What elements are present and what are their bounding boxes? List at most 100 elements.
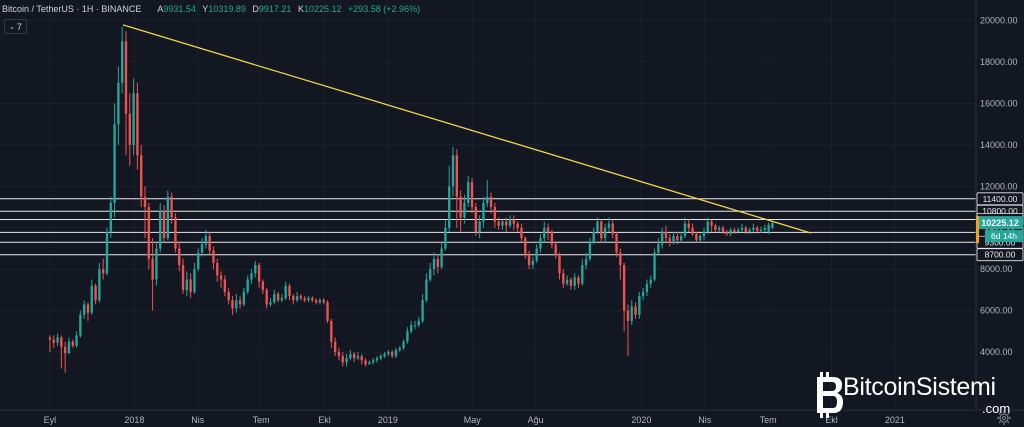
candle-body [725, 231, 728, 234]
candle-body [208, 236, 211, 251]
candle-body [219, 275, 223, 280]
candle-body [706, 221, 709, 232]
close-label: K [297, 4, 304, 14]
candle-body [147, 207, 150, 259]
candle-body [474, 207, 478, 232]
candle-body [261, 281, 265, 290]
time-tick-label: 2021 [885, 415, 905, 425]
price-tick-label: 6000.00 [980, 306, 1013, 316]
candle-body [505, 221, 508, 226]
candle-body [569, 279, 573, 286]
candle-body [493, 207, 497, 222]
gear-icon[interactable] [996, 410, 1012, 426]
support-resistance-levels [0, 198, 976, 256]
candle-body [159, 211, 162, 249]
high-value: 10319.89 [208, 4, 246, 14]
high-label: Y [202, 4, 209, 14]
price-axis[interactable]: 4000.006000.008000.0010000.0012000.00140… [980, 16, 1018, 357]
candle-body [318, 300, 322, 303]
candle-body [543, 227, 546, 239]
candle-body [771, 223, 774, 228]
candle-body [413, 325, 417, 327]
candle-body [231, 300, 234, 309]
chart-legend: Bitcoin / TetherUS · 1H · BINANCE A9931.… [0, 2, 424, 16]
candle-body [699, 236, 702, 241]
candle-body [425, 279, 428, 301]
candle-body [691, 227, 694, 234]
candle-body [124, 41, 128, 114]
candle-body [763, 227, 767, 230]
candle-body [672, 236, 675, 243]
candle-body [242, 291, 246, 305]
countdown-label: 6d 14h [991, 231, 1017, 241]
time-axis[interactable]: Eyl 2018 Nis Tem Ekl 2019 May Ağu 2020 Nis Tem Ekl 2… [44, 415, 905, 425]
candle-body [238, 300, 242, 305]
candle-body [273, 294, 276, 303]
candle-body [679, 236, 683, 241]
symbol-title[interactable]: Bitcoin / TetherUS · 1H · BINANCE [2, 4, 142, 14]
candle-body [227, 291, 230, 301]
candle-body [326, 302, 329, 321]
candle-body [250, 273, 253, 280]
candle-body [314, 300, 318, 303]
candle-body [143, 196, 147, 208]
candle-body [280, 298, 284, 301]
candle-body [246, 279, 249, 292]
price-tick-label: 16000.00 [980, 99, 1018, 109]
candle-body [664, 231, 668, 239]
candle-body [421, 300, 424, 321]
candle-body [455, 155, 458, 197]
time-tick-label: Nis [191, 415, 204, 425]
candle-body [440, 248, 443, 268]
candle-body [524, 238, 527, 255]
bitcoinsistemi-logo [817, 372, 843, 418]
candle-body [539, 238, 542, 249]
open-label: A [157, 4, 164, 14]
candle-body [527, 254, 531, 266]
candle-body [63, 346, 67, 354]
candle-body [546, 227, 550, 232]
candle-body [204, 236, 208, 245]
change-value: +293.58 (+2.96%) [348, 4, 421, 14]
candle-body [181, 265, 185, 290]
candle-body [98, 269, 101, 301]
candle-body [390, 352, 394, 357]
candle-body [269, 302, 272, 305]
level-badge [976, 192, 1024, 206]
candle-body [467, 182, 470, 203]
candle-body [486, 196, 489, 203]
candle-body [429, 269, 432, 280]
grid [0, 0, 976, 410]
indicators-toggle-button[interactable]: ⌄ 7 [4, 19, 27, 34]
candle-body [710, 221, 713, 226]
candle-body [531, 260, 535, 266]
current-price-badge [977, 216, 1023, 230]
candle-body [212, 250, 215, 263]
candle-body [759, 229, 763, 231]
candle-body [611, 223, 614, 234]
candle-body [368, 362, 371, 365]
time-tick-label: Ekl [825, 415, 838, 425]
candle-body [303, 298, 306, 301]
candle-body [174, 217, 177, 249]
candle-body [756, 227, 759, 231]
candle-body [653, 252, 656, 280]
candle-body [235, 300, 238, 309]
candle-body [379, 356, 382, 359]
candle-body [432, 258, 436, 270]
candle-body [516, 223, 519, 228]
candle-body [603, 227, 607, 239]
candle-body [82, 304, 86, 315]
candle-body [497, 221, 500, 226]
candle-body [596, 221, 599, 232]
candle-body [718, 227, 721, 230]
candle-body [94, 285, 97, 301]
candle-body [101, 269, 105, 274]
time-tick-label: Tem [760, 415, 777, 425]
candle-body [501, 221, 504, 226]
candle-body [356, 356, 360, 359]
candle-body [649, 279, 652, 284]
current-price-label: 10225.12 [981, 218, 1019, 228]
bitcoin-b-icon [817, 372, 843, 418]
